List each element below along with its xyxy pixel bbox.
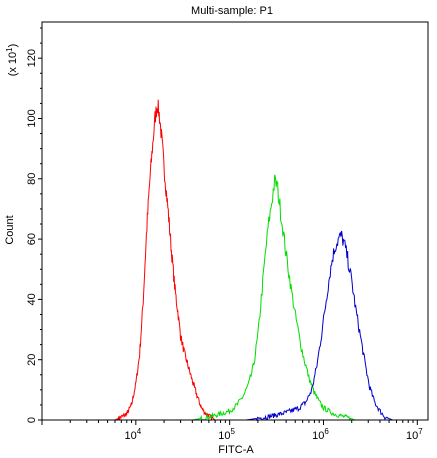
series-line-1: [192, 174, 356, 422]
y-tick-label: 100: [26, 109, 38, 127]
x-tick-label: 104: [124, 427, 141, 442]
series-layer: [114, 99, 394, 422]
y-multiplier-label: (x 101): [5, 44, 19, 77]
series-line-2: [246, 230, 394, 422]
chart-title: Multi-sample: P1: [191, 5, 273, 17]
y-axis-label: Count: [4, 215, 16, 244]
x-tick-label: 105: [218, 427, 235, 442]
y-tick-label: 60: [26, 233, 38, 245]
y-tick-label: 80: [26, 173, 38, 185]
series-line-0: [114, 99, 216, 421]
y-tick-label: 40: [26, 293, 38, 305]
x-tick-label: 107: [406, 427, 423, 442]
svg-text:(x 101): (x 101): [5, 44, 19, 77]
y-tick-label: 20: [26, 354, 38, 366]
plot-frame: [41, 21, 429, 421]
ticks-layer: 0 20 40 60 80 100 120 104 105 106 107: [26, 27, 423, 442]
x-tick-label: 106: [312, 427, 329, 442]
y-tick-label: 120: [26, 49, 38, 67]
y-tick-label: 0: [26, 417, 38, 423]
x-axis-label: FITC-A: [218, 444, 254, 456]
